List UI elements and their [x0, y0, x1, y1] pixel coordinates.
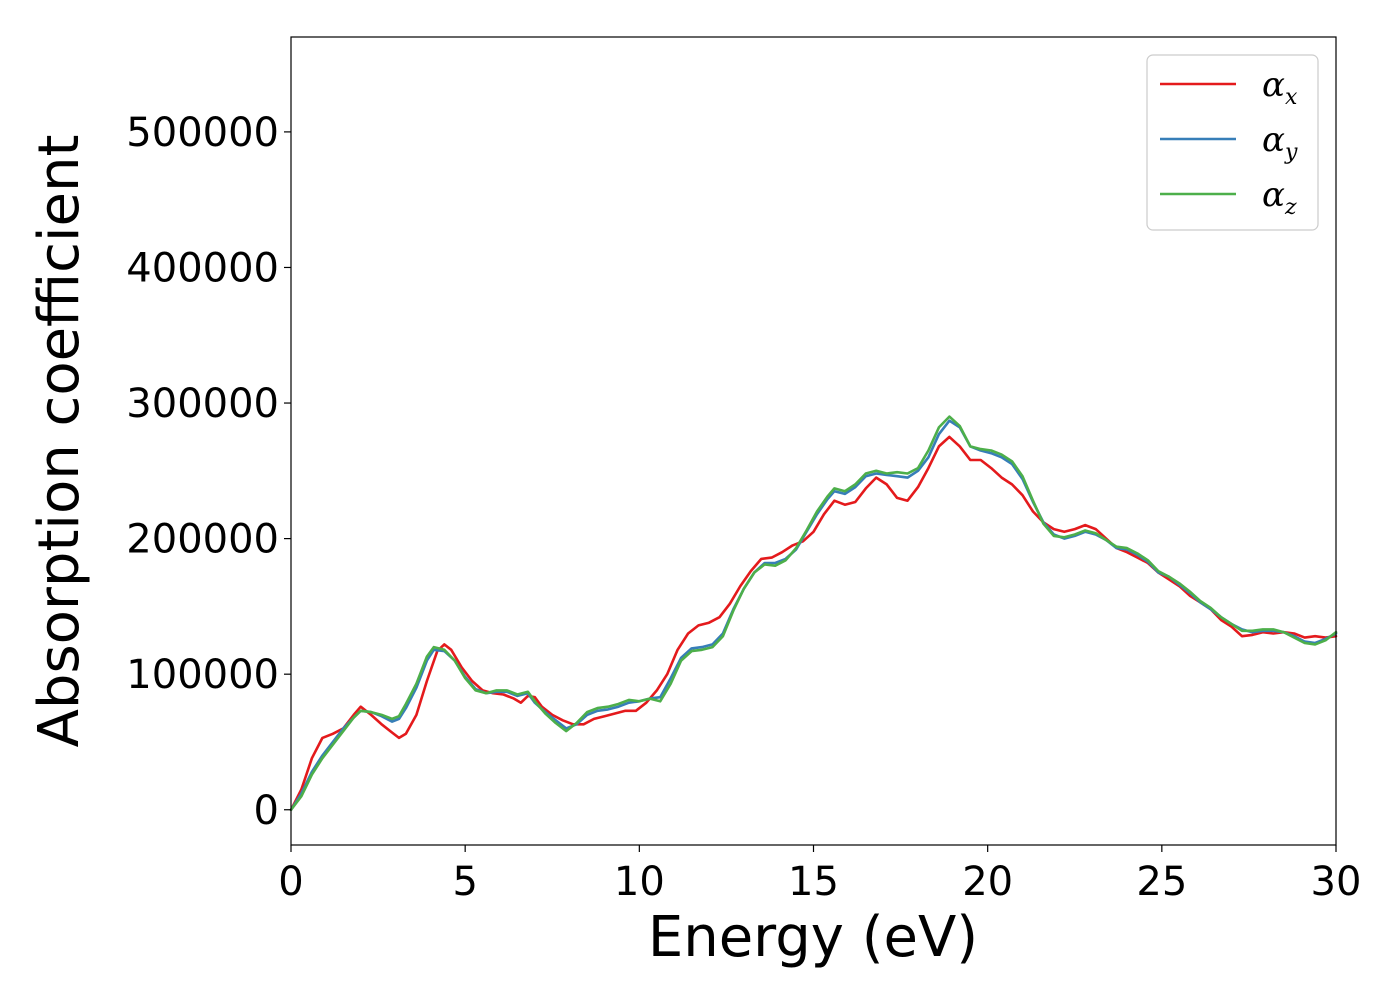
x-axis: 0 5 10 15 20 25 30	[278, 845, 1361, 905]
x-tick-label: 0	[278, 859, 303, 905]
legend-symbol: α	[1262, 120, 1285, 160]
y-tick-label: 500000	[126, 110, 279, 156]
series-layer	[289, 415, 1338, 812]
y-tick-label: 400000	[126, 245, 279, 291]
series-line-z	[289, 415, 1338, 812]
x-tick-label: 10	[614, 859, 665, 905]
legend-label-x: αx	[1262, 65, 1298, 110]
legend-frame	[1146, 54, 1319, 231]
x-tick-label: 30	[1311, 859, 1362, 905]
legend-symbol: α	[1262, 65, 1285, 105]
x-tick-label: 15	[788, 859, 839, 905]
y-axis-title: Absorption coefficient	[27, 135, 92, 748]
legend-subscript: y	[1284, 140, 1298, 165]
x-axis-title: Energy (eV)	[648, 905, 978, 970]
x-tick-label: 20	[962, 859, 1013, 905]
y-axis: 0 100000 200000 300000 400000 500000	[126, 110, 291, 834]
legend-label-z: αz	[1262, 175, 1297, 220]
legend-subscript: z	[1284, 195, 1297, 220]
y-tick-label: 0	[254, 788, 279, 834]
y-tick-label: 300000	[126, 381, 279, 427]
y-tick-label: 100000	[126, 652, 279, 698]
legend-label-y: αy	[1262, 120, 1298, 165]
legend-symbol: α	[1262, 175, 1285, 215]
x-tick-label: 5	[452, 859, 477, 905]
y-tick-label: 200000	[126, 517, 279, 563]
legend-subscript: x	[1285, 85, 1298, 110]
x-tick-label: 25	[1136, 859, 1187, 905]
